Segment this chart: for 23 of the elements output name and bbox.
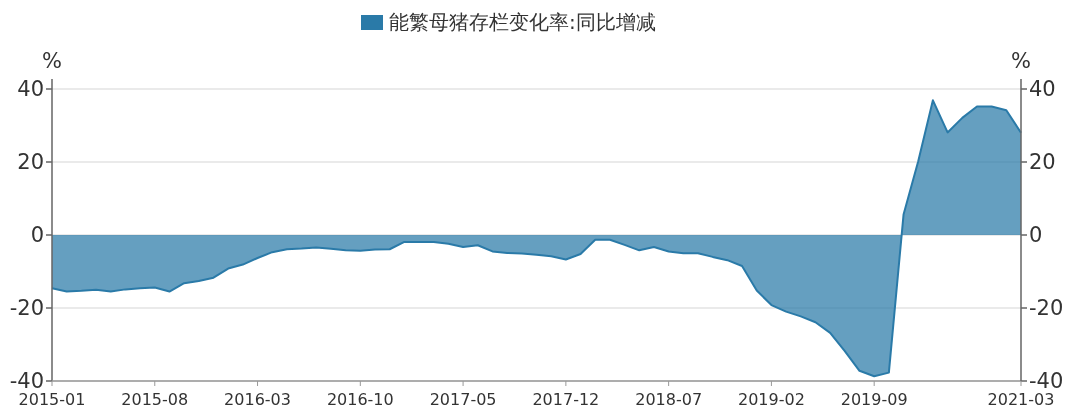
x-tick-label: 2018-07 bbox=[635, 390, 703, 409]
y2-axis-title: % bbox=[1011, 49, 1031, 73]
y-tick-label: 0 bbox=[30, 223, 44, 247]
x-tick-label: 2019-09 bbox=[840, 390, 908, 409]
y-tick-label: -20 bbox=[9, 296, 44, 320]
x-tick-label: 2016-10 bbox=[326, 390, 394, 409]
y2-tick-label: 20 bbox=[1029, 150, 1056, 174]
x-tick-label: 2017-12 bbox=[532, 390, 600, 409]
x-tick-label: 2015-01 bbox=[18, 390, 86, 409]
x-tick-label: 2016-03 bbox=[224, 390, 291, 409]
y-tick-label: 20 bbox=[17, 150, 44, 174]
y-tick-label: -40 bbox=[9, 369, 44, 393]
y2-tick-label: -40 bbox=[1029, 369, 1064, 393]
x-tick-label: 2021-03 bbox=[987, 390, 1055, 409]
y2-tick-label: -20 bbox=[1029, 296, 1064, 320]
x-tick-label: 2017-05 bbox=[429, 390, 497, 409]
y2-tick-label: 40 bbox=[1029, 77, 1056, 101]
x-tick-label: 2015-08 bbox=[121, 390, 189, 409]
x-tick-label: 2019-02 bbox=[737, 390, 805, 409]
y-tick-label: 40 bbox=[17, 77, 44, 101]
legend-label: 能繁母猪存栏变化率:同比增减 bbox=[389, 10, 656, 34]
y2-tick-label: 0 bbox=[1029, 223, 1043, 247]
y-axis-title: % bbox=[42, 49, 62, 73]
